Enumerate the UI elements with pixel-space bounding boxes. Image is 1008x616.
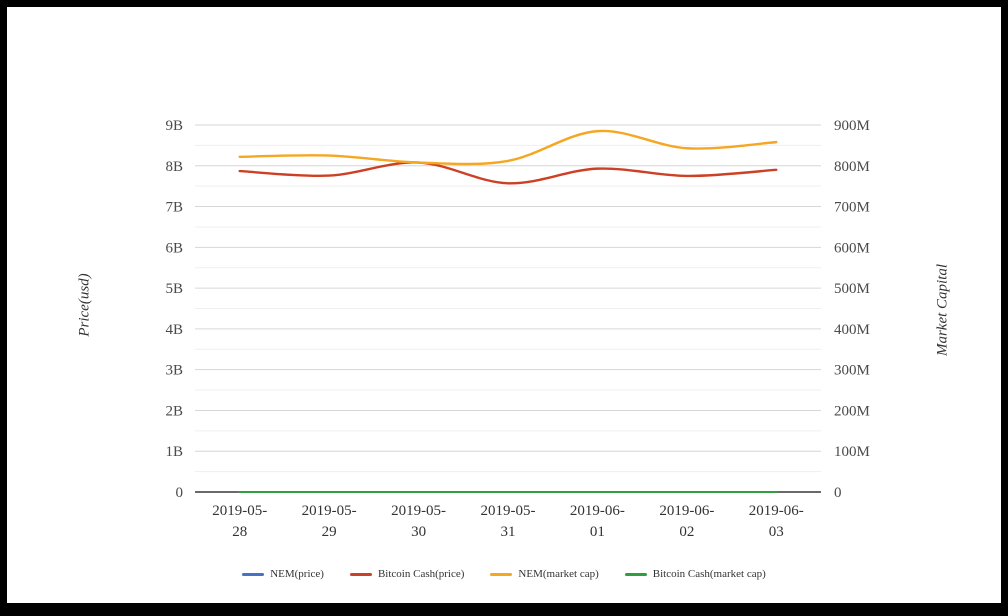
left-axis-tick-label: 4B <box>165 322 183 338</box>
right-axis-tick-label: 300M <box>834 363 870 379</box>
legend-item-nem-price-[interactable]: NEM(price) <box>242 568 324 580</box>
left-axis-tick-label: 8B <box>165 159 183 175</box>
legend-line-swatch <box>624 572 647 576</box>
legend-item-nem-market-cap-[interactable]: NEM(market cap) <box>490 568 599 580</box>
chart-page: 0 1B 2B 3B 4B 5B 6B 7B 8B 9B 0 100M 200M 300M 400M 500M… <box>7 7 1001 603</box>
right-axis-tick-label: 0 <box>834 485 842 501</box>
right-axis-tick-label: 900M <box>834 118 870 134</box>
legend-line-swatch <box>242 572 265 576</box>
right-axis-tick-label: 700M <box>834 200 870 216</box>
left-axis-tick-label: 2B <box>165 403 183 419</box>
series-line-nem-market-cap- <box>238 129 778 166</box>
right-axis-tick-label: 400M <box>834 322 870 338</box>
left-axis-tick-label: 3B <box>165 363 183 379</box>
x-axis-tick-label: 2019-05-28 <box>212 503 267 540</box>
legend-item-bitcoin-cash-price-[interactable]: Bitcoin Cash(price) <box>349 568 465 580</box>
legend-line-swatch <box>349 572 372 576</box>
x-axis-tick-label: 2019-06-02 <box>659 503 714 540</box>
series-line-bitcoin-cash-price- <box>238 161 778 185</box>
right-axis-tick-label: 100M <box>834 444 870 460</box>
x-axis-tick-label: 2019-05-29 <box>302 503 357 540</box>
x-axis-tick-label: 2019-06-03 <box>749 503 804 540</box>
legend-label: Bitcoin Cash(price) <box>377 568 465 580</box>
x-axis-tick-label: 2019-05-31 <box>481 503 536 540</box>
legend-line-swatch <box>490 572 513 576</box>
legend-label: Bitcoin Cash(market cap) <box>652 568 766 580</box>
left-axis-tick-label: 5B <box>165 281 183 297</box>
left-axis-tick-label: 0 <box>176 485 184 501</box>
chart-canvas: 0 1B 2B 3B 4B 5B 6B 7B 8B 9B 0 100M 200M 300M 400M 500M… <box>165 118 870 540</box>
right-axis-tick-label: 500M <box>834 281 870 297</box>
left-axis-tick-label: 1B <box>165 444 183 460</box>
right-axis-tick-label: 800M <box>834 159 870 175</box>
chart-legend: NEM(price) Bitcoin Cash(price) NEM(market … <box>7 566 1001 582</box>
left-axis-tick-label: 7B <box>165 200 183 216</box>
right-axis-tick-label: 600M <box>834 240 870 256</box>
x-axis-tick-label: 2019-06-01 <box>570 503 625 540</box>
legend-label: NEM(market cap) <box>518 568 599 580</box>
left-axis-title: Price(usd) <box>76 273 93 337</box>
right-axis-title: Market Capital <box>934 263 951 357</box>
right-axis-tick-label: 200M <box>834 403 870 419</box>
x-axis-tick-label: 2019-05-30 <box>391 503 446 540</box>
left-axis-tick-label: 9B <box>165 118 183 134</box>
legend-item-bitcoin-cash-market-cap-[interactable]: Bitcoin Cash(market cap) <box>624 568 766 580</box>
legend-label: NEM(price) <box>270 568 324 580</box>
left-axis-tick-label: 6B <box>165 240 183 256</box>
